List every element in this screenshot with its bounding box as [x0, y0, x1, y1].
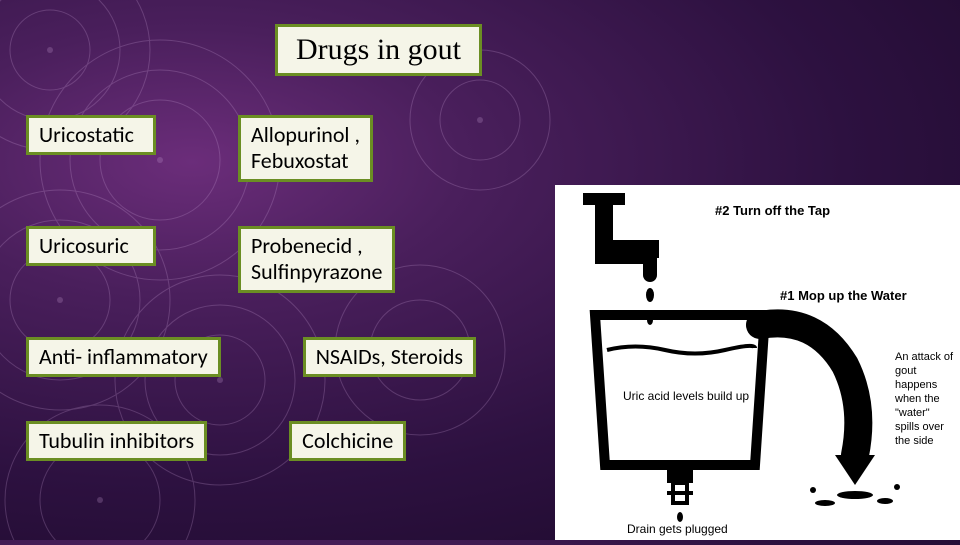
label-side-3: happens	[895, 379, 938, 391]
label-drain: Drain gets plugged	[627, 522, 728, 536]
category-cell: Uricostatic	[26, 115, 156, 155]
drugs-cell: Allopurinol , Febuxostat	[238, 115, 373, 182]
drugs-cell: NSAIDs, Steroids	[303, 337, 476, 377]
drug-table: Uricostatic Allopurinol , Febuxostat Uri…	[26, 115, 476, 461]
label-side-7: the side	[895, 435, 934, 447]
table-row: Uricostatic Allopurinol , Febuxostat	[26, 115, 476, 182]
label-side-1: An attack of	[895, 351, 954, 363]
label-uric: Uric acid levels build up	[623, 389, 749, 403]
table-row: Uricosuric Probenecid , Sulfinpyrazone	[26, 226, 476, 293]
slide-title: Drugs in gout	[275, 24, 482, 76]
category-cell: Anti- inflammatory	[26, 337, 221, 377]
category-cell: Tubulin inhibitors	[26, 421, 207, 461]
drugs-cell: Colchicine	[289, 421, 406, 461]
label-side-5: "water"	[895, 407, 930, 419]
label-side-2: gout	[895, 365, 916, 377]
drugs-cell: Probenecid , Sulfinpyrazone	[238, 226, 395, 293]
analogy-diagram: #2 Turn off the Tap #1 Mop up the Water …	[555, 185, 960, 540]
label-mop: #1 Mop up the Water	[780, 288, 907, 303]
label-tap-off: #2 Turn off the Tap	[715, 203, 830, 218]
label-side-6: spills over	[895, 421, 944, 433]
category-cell: Uricosuric	[26, 226, 156, 266]
table-row: Tubulin inhibitors Colchicine	[26, 421, 476, 461]
table-row: Anti- inflammatory NSAIDs, Steroids	[26, 337, 476, 377]
label-side-4: when the	[894, 393, 940, 405]
